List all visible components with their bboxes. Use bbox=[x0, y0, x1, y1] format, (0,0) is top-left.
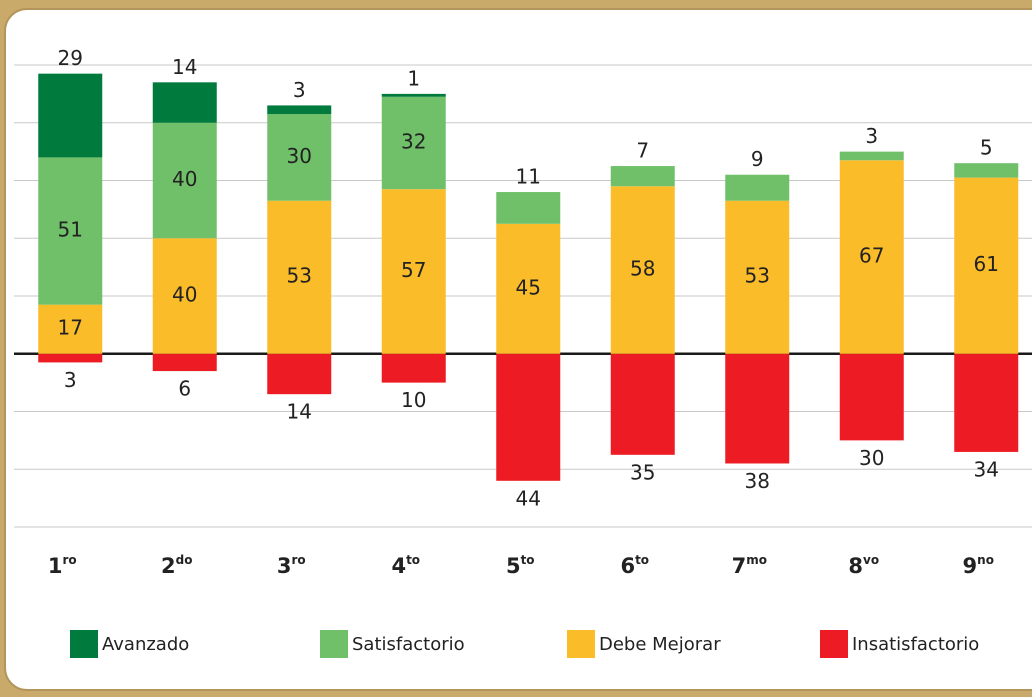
legend-swatch bbox=[320, 630, 348, 658]
data-label: 14 bbox=[287, 400, 312, 424]
x-tick-label: 5to bbox=[506, 553, 535, 579]
bar-segment bbox=[267, 114, 332, 201]
data-label: 40 bbox=[172, 167, 197, 191]
bar-segment bbox=[381, 93, 446, 97]
bar-segment bbox=[839, 151, 904, 161]
bar-segment bbox=[152, 353, 217, 372]
legend-swatch bbox=[567, 630, 595, 658]
bar-segment bbox=[38, 73, 103, 158]
legend-label: Avanzado bbox=[102, 634, 189, 655]
legend-swatch bbox=[820, 630, 848, 658]
data-label: 3 bbox=[64, 368, 77, 392]
bar-segment bbox=[152, 122, 217, 239]
x-tick-label: 6to bbox=[620, 553, 649, 579]
bar-segment bbox=[725, 353, 790, 464]
data-label: 40 bbox=[172, 283, 197, 307]
data-label: 38 bbox=[745, 469, 770, 493]
data-label: 44 bbox=[516, 486, 541, 510]
data-label: 7 bbox=[636, 139, 649, 163]
x-tick-label: 9no bbox=[963, 553, 994, 579]
x-tick-label: 3ro bbox=[277, 553, 306, 579]
bar-segment bbox=[381, 189, 446, 354]
x-tick-label: 2do bbox=[161, 553, 192, 579]
bar-segment bbox=[496, 223, 561, 354]
data-label: 3 bbox=[293, 78, 306, 102]
data-label: 5 bbox=[980, 136, 993, 160]
data-label: 29 bbox=[58, 46, 83, 70]
bar-segment bbox=[839, 353, 904, 441]
x-tick-label: 4to bbox=[391, 553, 420, 579]
bar-segment bbox=[496, 192, 561, 224]
legend-label: Satisfactorio bbox=[352, 634, 465, 655]
data-label: 30 bbox=[287, 144, 312, 168]
bar-segment bbox=[381, 353, 446, 383]
bar-segment bbox=[725, 200, 790, 354]
data-label: 53 bbox=[745, 264, 770, 288]
bar-segment bbox=[610, 186, 675, 354]
data-label: 35 bbox=[630, 460, 655, 484]
bar-segment bbox=[38, 353, 103, 363]
data-label: 30 bbox=[859, 446, 884, 470]
bar-segment bbox=[839, 160, 904, 354]
bar-segment bbox=[38, 304, 103, 354]
data-label: 6 bbox=[178, 377, 191, 401]
bar-segment bbox=[610, 166, 675, 187]
x-tick-label: 1ro bbox=[48, 553, 77, 579]
bar-segment bbox=[954, 163, 1019, 178]
data-label: 57 bbox=[401, 258, 426, 282]
x-tick-label: 7mo bbox=[732, 553, 767, 579]
data-label: 1 bbox=[407, 66, 420, 90]
bar-segment bbox=[725, 174, 790, 201]
bar-segment bbox=[152, 82, 217, 123]
data-label: 58 bbox=[630, 257, 655, 281]
bar-segment bbox=[610, 353, 675, 455]
bar-segment bbox=[267, 200, 332, 354]
data-label: 9 bbox=[751, 147, 764, 171]
bar-segment bbox=[38, 157, 103, 305]
data-label: 67 bbox=[859, 244, 884, 268]
x-tick-label: 8vo bbox=[848, 553, 879, 579]
bar-segment bbox=[954, 177, 1019, 354]
data-label: 17 bbox=[58, 316, 83, 340]
data-label: 3 bbox=[865, 124, 878, 148]
legend-label: Debe Mejorar bbox=[599, 634, 721, 655]
bar-segment bbox=[267, 105, 332, 115]
data-label: 14 bbox=[172, 55, 197, 79]
data-label: 32 bbox=[401, 129, 426, 153]
data-label: 53 bbox=[287, 264, 312, 288]
data-label: 11 bbox=[516, 165, 541, 189]
data-label: 51 bbox=[58, 218, 83, 242]
bar-segment bbox=[954, 353, 1019, 452]
data-label: 45 bbox=[516, 275, 541, 299]
bar-segment bbox=[496, 353, 561, 481]
data-label: 10 bbox=[401, 388, 426, 412]
data-label: 61 bbox=[974, 252, 999, 276]
legend-label: Insatisfactorio bbox=[852, 634, 979, 655]
legend-swatch bbox=[70, 630, 98, 658]
data-label: 34 bbox=[974, 457, 999, 481]
bar-segment bbox=[267, 353, 332, 395]
bar-segment bbox=[381, 96, 446, 190]
bar-segment bbox=[152, 238, 217, 354]
